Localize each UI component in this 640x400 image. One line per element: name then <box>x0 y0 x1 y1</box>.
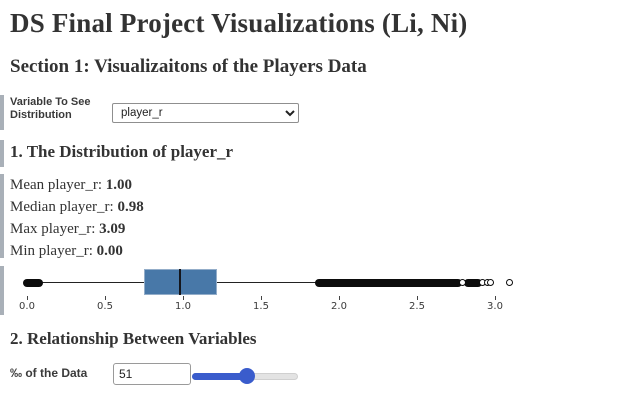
boxplot-outlier-cluster <box>464 278 482 287</box>
x-axis-tick <box>495 296 496 300</box>
cell-collapser[interactable] <box>0 95 4 130</box>
boxplot-outlier-cluster <box>23 278 44 287</box>
x-axis-tick-label: 1.5 <box>253 301 269 312</box>
stat-label: Min player_r: <box>10 243 93 259</box>
x-axis-tick-label: 0.0 <box>19 301 35 312</box>
boxplot-outlier-point <box>505 278 513 286</box>
stat-min: Min player_r: 0.00 <box>10 240 144 262</box>
cell-collapser[interactable] <box>0 140 4 167</box>
slider-track-fill <box>192 373 248 380</box>
x-axis-tick <box>183 296 184 300</box>
boxplot-outlier-point <box>458 278 466 286</box>
relationship-heading: 2. Relationship Between Variables <box>10 329 257 348</box>
stat-label: Max player_r: <box>10 221 96 237</box>
section1-heading: Section 1: Visualizaitons of the Players… <box>10 56 367 77</box>
x-axis-tick-label: 1.0 <box>175 301 191 312</box>
cell-collapser[interactable] <box>0 266 4 315</box>
boxplot-outlier-cluster <box>314 278 462 287</box>
data-fraction-label: ‰ of the Data <box>10 366 88 380</box>
data-fraction-input[interactable] <box>113 363 191 385</box>
boxplot-whisker-high <box>217 282 319 283</box>
stat-max: Max player_r: 3.09 <box>10 218 144 240</box>
stat-value: 0.98 <box>117 199 144 215</box>
stat-value: 3.09 <box>99 221 126 237</box>
x-axis-tick <box>261 296 262 300</box>
x-axis-tick <box>27 296 28 300</box>
x-axis-tick-label: 2.0 <box>331 301 347 312</box>
distribution-heading: 1. The Distribution of player_r <box>10 142 234 161</box>
x-axis-tick <box>105 296 106 300</box>
stat-mean: Mean player_r: 1.00 <box>10 174 144 196</box>
x-axis-tick <box>417 296 418 300</box>
boxplot-outlier-point <box>486 278 494 286</box>
stat-value: 1.00 <box>105 177 133 193</box>
boxplot-whisker-low <box>39 282 144 283</box>
data-fraction-slider[interactable] <box>192 368 298 384</box>
distribution-stats: Mean player_r: 1.00 Median player_r: 0.9… <box>10 174 144 262</box>
x-axis-tick <box>339 296 340 300</box>
boxplot: 0.0 0.5 1.0 1.5 2.0 2.5 3.0 <box>0 260 640 316</box>
stat-median: Median player_r: 0.98 <box>10 196 144 218</box>
stat-label: Mean player_r: <box>10 177 103 193</box>
x-axis-tick-label: 3.0 <box>487 301 503 312</box>
boxplot-median-line <box>178 269 181 295</box>
variable-select[interactable]: player_r <box>112 103 299 123</box>
x-axis-tick-label: 0.5 <box>97 301 113 312</box>
slider-thumb[interactable] <box>239 368 256 384</box>
x-axis-tick-label: 2.5 <box>409 301 425 312</box>
variable-selector-label: Variable To See Distribution <box>10 96 91 121</box>
stat-label: Median player_r: <box>10 199 114 215</box>
cell-collapser[interactable] <box>0 174 4 258</box>
stat-value: 0.00 <box>96 243 123 259</box>
page-title: DS Final Project Visualizations (Li, Ni) <box>10 8 468 38</box>
